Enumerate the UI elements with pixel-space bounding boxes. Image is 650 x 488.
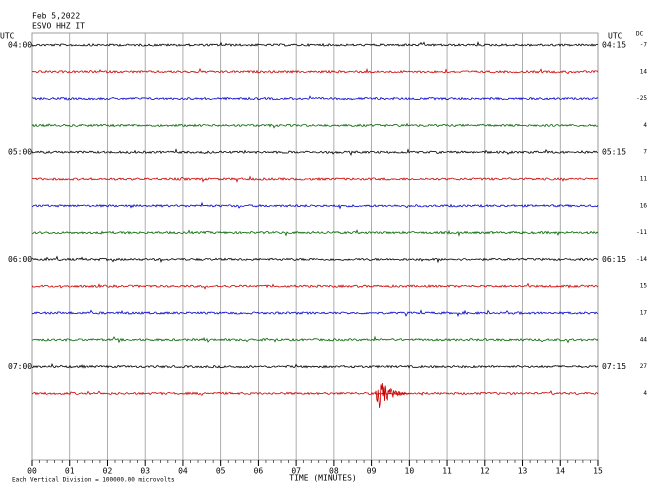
row-time-left: 07:00 — [8, 362, 32, 371]
row-time-right: 07:15 — [602, 362, 626, 371]
x-tick-label: 12 — [480, 467, 490, 476]
trace — [31, 148, 599, 156]
trace — [31, 95, 599, 101]
trace — [31, 40, 599, 47]
x-tick-label: 13 — [518, 467, 528, 476]
dc-offset: -14 — [636, 256, 647, 263]
dc-label: DC — [636, 31, 644, 38]
x-tick-label: 04 — [178, 467, 188, 476]
row-time-right: 05:15 — [602, 148, 626, 157]
dc-offset: -11 — [636, 229, 647, 236]
x-tick-label: 15 — [593, 467, 603, 476]
dc-offset: 4 — [643, 390, 647, 397]
row-time-left: 06:00 — [8, 255, 32, 264]
trace — [31, 67, 599, 75]
trace — [31, 229, 599, 237]
trace — [31, 390, 599, 396]
left-axis-label: UTC — [0, 32, 15, 41]
trace — [31, 363, 599, 369]
row-time-right: 04:15 — [602, 41, 626, 50]
trace — [31, 175, 599, 183]
trace — [31, 255, 598, 264]
dc-offset: 16 — [640, 202, 648, 209]
row-time-left: 05:00 — [8, 148, 32, 157]
chart-subtitle: ESVO HHZ IT — [32, 22, 85, 31]
x-axis-label: TIME (MINUTES) — [289, 474, 356, 483]
event-waveform — [375, 383, 410, 408]
dc-offset: 7 — [643, 149, 647, 156]
row-time-left: 04:00 — [8, 41, 32, 50]
x-tick-label: 09 — [367, 467, 377, 476]
chart-title: Feb 5,2022 — [32, 12, 80, 21]
dc-offset: 4 — [643, 122, 647, 129]
trace — [31, 122, 599, 129]
dc-offset: 15 — [640, 283, 648, 290]
x-tick-label: 10 — [405, 467, 415, 476]
dc-offset: -25 — [636, 95, 647, 102]
dc-offset: 11 — [640, 176, 648, 183]
x-tick-label: 05 — [216, 467, 226, 476]
dc-offset: -7 — [640, 42, 648, 49]
x-tick-label: 06 — [254, 467, 264, 476]
trace — [31, 335, 599, 344]
row-time-right: 06:15 — [602, 255, 626, 264]
trace — [31, 309, 599, 318]
dc-offset: 14 — [640, 68, 648, 75]
x-tick-label: 11 — [442, 467, 452, 476]
x-tick-label: 08 — [329, 467, 339, 476]
x-tick-label: 07 — [291, 467, 301, 476]
dc-offset: 44 — [640, 336, 648, 343]
x-tick-label: 00 — [27, 467, 37, 476]
x-tick-label: 01 — [65, 467, 75, 476]
right-axis-label: UTC — [608, 32, 623, 41]
note: Each Vertical Division = 100000.00 micro… — [12, 477, 175, 484]
trace — [31, 282, 599, 290]
dc-offset: 17 — [640, 310, 648, 317]
trace — [31, 201, 599, 210]
x-tick-label: 14 — [555, 467, 565, 476]
x-tick-label: 02 — [103, 467, 113, 476]
dc-offset: 27 — [640, 363, 648, 370]
x-tick-label: 03 — [140, 467, 150, 476]
